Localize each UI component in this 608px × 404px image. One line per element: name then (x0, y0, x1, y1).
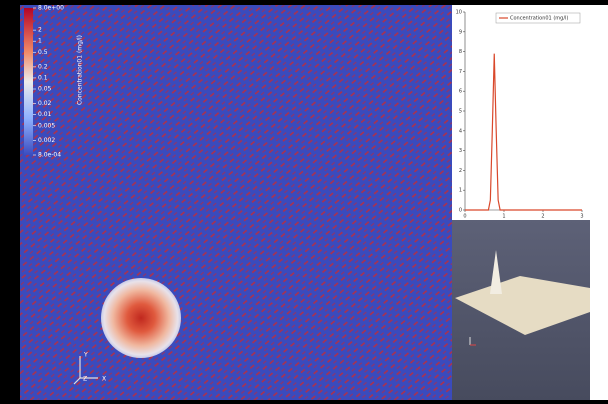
colorbar-tick-label: 2 (38, 27, 42, 34)
triad-label: X (102, 376, 106, 383)
y-tick-label: 6 (459, 89, 462, 95)
colorbar (24, 8, 33, 155)
legend-label: Concentration01 (mg/l) (510, 16, 568, 22)
colorbar-tick-label: 8.0e-04 (38, 152, 61, 159)
side-margin (590, 5, 608, 400)
triad-label: Z (83, 376, 87, 383)
x-tick-label: 2 (541, 214, 544, 220)
y-tick-label: 0 (459, 208, 462, 214)
x-tick-label: 0 (463, 214, 466, 220)
y-tick-label: 2 (459, 168, 462, 174)
x-tick-label: 1 (502, 214, 505, 220)
y-tick-label: 4 (459, 128, 462, 134)
y-tick-label: 3 (459, 148, 462, 154)
triad-label: Y (83, 352, 88, 359)
concentration-plume (101, 278, 181, 358)
y-tick-label: 10 (456, 10, 462, 16)
colorbar-tick-label: 1 (38, 38, 42, 45)
colorbar-title: Concentration01 (mg/l) (77, 35, 84, 105)
line-chart-view[interactable] (452, 5, 590, 220)
colorbar-tick-label: 0.1 (38, 74, 48, 81)
y-tick-label: 7 (459, 69, 462, 75)
colorbar-tick-label: 0.01 (38, 111, 52, 118)
y-tick-label: 9 (459, 29, 462, 35)
x-tick-label: 3 (580, 214, 583, 220)
y-tick-label: 8 (459, 49, 462, 55)
screen: Concentration01 (mg/l) Y Z X 8.0e+00 2 1 0.… (0, 0, 608, 404)
page: {"colorbar": {"title": "Concentration01 … (0, 0, 608, 404)
colorbar-tick-label: 0.02 (38, 100, 52, 107)
render-view[interactable] (20, 5, 452, 400)
y-tick-label: 5 (459, 109, 462, 115)
y-tick-label: 1 (459, 188, 462, 194)
colorbar-tick-label: 0.005 (38, 122, 55, 129)
colorbar-tick-label: 8.0e+00 (38, 5, 64, 12)
colorbar-tick-label: 0.05 (38, 86, 52, 93)
colorbar-tick-label: 0.002 (38, 137, 55, 144)
colorbar-tick-label: 0.2 (38, 63, 48, 70)
colorbar-tick-label: 0.5 (38, 49, 48, 56)
